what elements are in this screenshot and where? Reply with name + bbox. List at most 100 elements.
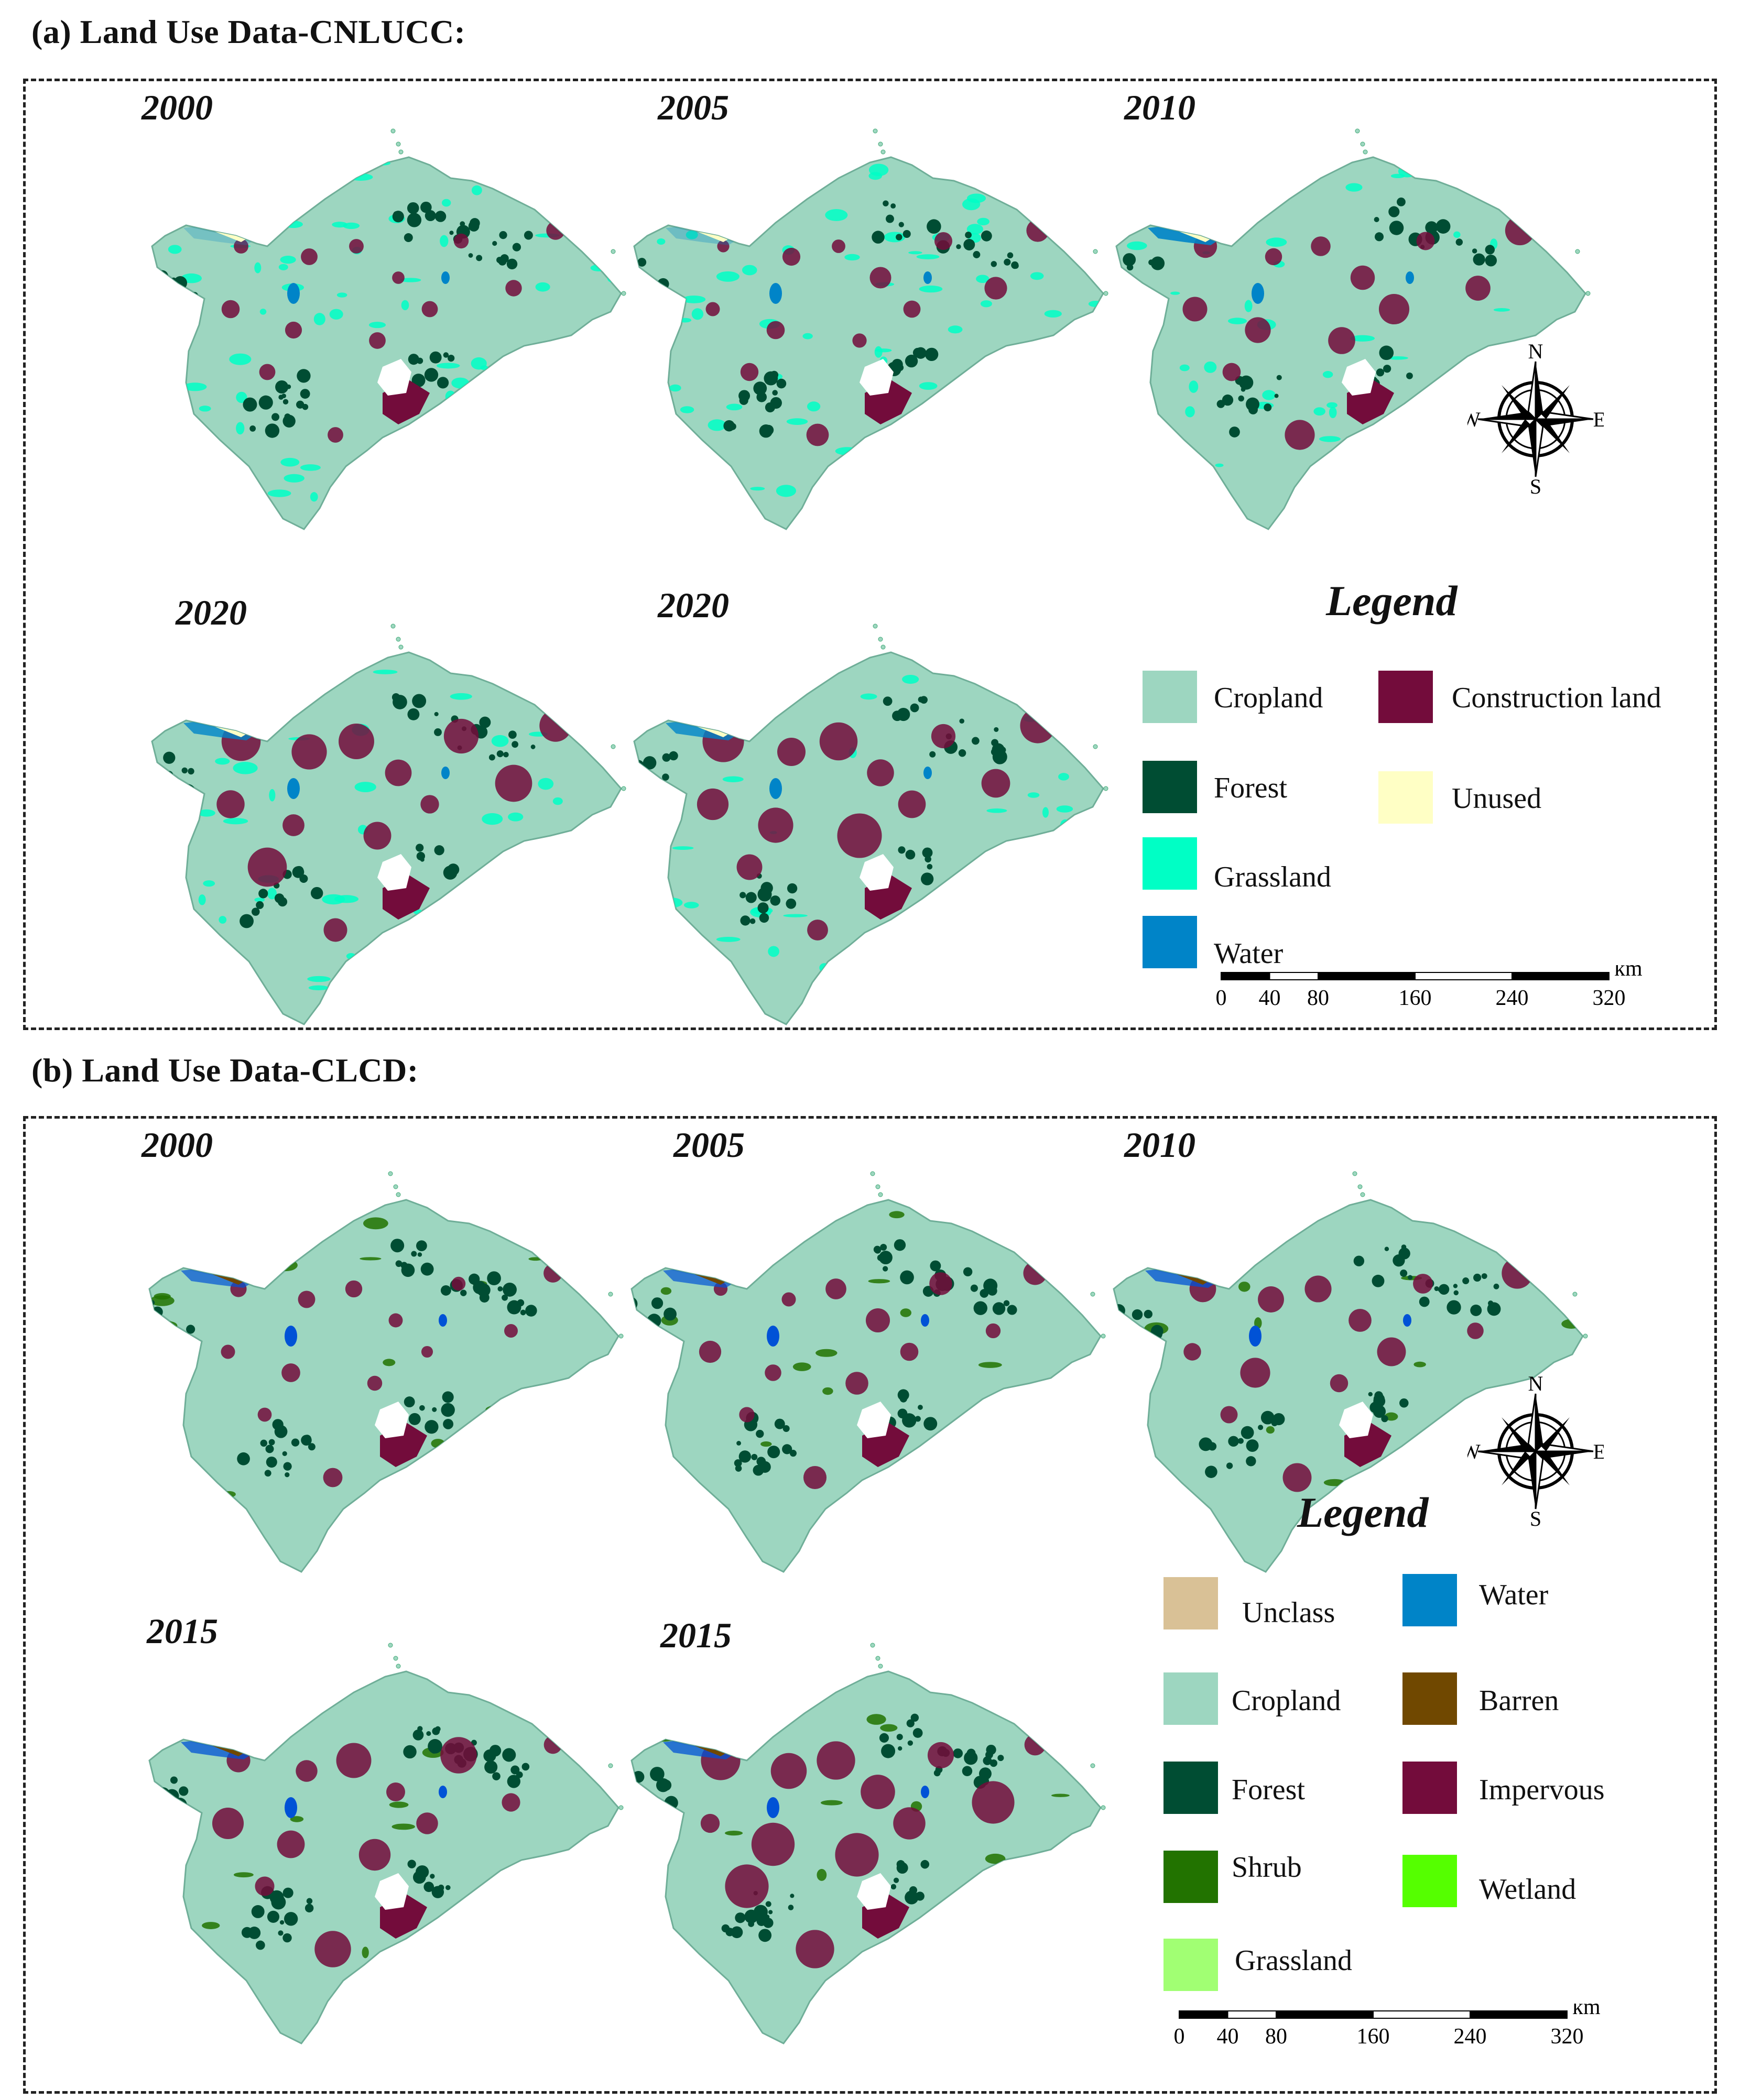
forest-patch [897,364,904,371]
forest-patch [419,1405,425,1411]
lake [769,283,782,304]
forest-patch [753,381,767,396]
grassland-patch [968,968,991,975]
lake [439,1786,447,1798]
construction-patch [1024,1734,1046,1756]
forest-patch [420,1262,434,1276]
forest-patch [1419,1296,1430,1307]
grassland-patch [1050,1733,1074,1737]
grassland-patch [992,850,1013,859]
grassland-patch [1350,335,1375,342]
grassland-patch [327,171,349,178]
grassland-patch [1329,407,1337,419]
forest-patch [274,893,285,903]
jiaozhou-bay [860,854,894,891]
construction-patch [259,364,276,380]
grassland-patch [1371,460,1379,472]
forest-patch [479,1293,490,1303]
construction-patch [1182,297,1208,322]
construction-patch [1282,1463,1312,1492]
grassland-patch [1234,163,1253,168]
forest-patch [638,1332,643,1337]
land-cover-layer [152,670,617,991]
construction-patch [832,239,845,253]
forest-patch [973,251,981,258]
landmass [633,156,1104,530]
forest-patch [424,368,439,382]
forest-patch [907,1740,913,1746]
forest-patch [248,1927,261,1939]
grassland-patch [152,813,168,818]
grassland-patch [844,254,860,261]
coastal-other [694,1274,731,1285]
forest-patch [168,1331,176,1339]
forest-patch [502,1748,516,1762]
grassland-patch [346,1211,354,1220]
forest-patch [282,1887,293,1898]
forest-patch [883,1266,888,1272]
construction-patch [255,1876,275,1896]
grassland-patch [1345,183,1363,192]
grassland-patch [742,265,757,276]
construction-patch [736,854,763,880]
grassland-patch [270,195,294,204]
forest-patch [906,1719,915,1727]
forest-patch [991,261,997,267]
lake [1252,283,1264,304]
lake [287,778,300,799]
scale-tick-label: 320 [1551,2025,1584,2049]
construction-patch [845,1372,868,1395]
jiaozhou-bay [857,1402,891,1438]
grassland-patch [313,179,328,186]
grassland-patch [919,382,938,390]
forest-patch [729,423,736,430]
grassland-patch [229,353,252,365]
forest-patch [751,1453,758,1460]
grassland-patch [716,936,741,942]
scale-segment [1511,972,1610,980]
grassland-patch [854,1485,877,1489]
grassland-patch [363,1217,388,1230]
forest-patch [918,1405,923,1410]
grassland-patch [168,166,177,172]
scale-segment [1276,2010,1374,2019]
construction-patch [777,737,806,767]
lake [1403,1314,1411,1327]
forest-patch [738,1450,752,1463]
forest-patch [757,902,769,914]
lake [441,271,450,284]
forest-patch [1401,1246,1407,1253]
construction-patch [281,1363,300,1382]
forest-patch [927,219,941,234]
forest-patch [178,292,183,298]
forest-patch [407,202,419,214]
grassland-patch [925,992,949,999]
forest-patch [910,703,919,713]
forest-patch [765,1914,770,1920]
scale-tick-label: 240 [1454,2025,1487,2049]
forest-patch [953,1748,963,1758]
compass-s: S [1530,475,1541,498]
island [1090,1763,1095,1768]
forest-patch [1455,238,1463,246]
grassland-patch [650,196,659,202]
forest-patch [1388,206,1400,217]
island [878,637,883,642]
map-b4-year: 2015 [147,1611,218,1651]
forest-patch [165,290,176,300]
forest-patch [297,369,311,383]
grassland-patch [802,333,813,340]
grassland-patch [543,676,566,683]
construction-patch [852,333,867,348]
grassland-patch [480,1468,496,1479]
grassland-patch [1215,463,1224,467]
forest-patch [776,378,787,389]
forest-patch [268,1439,275,1446]
construction-patch [701,1741,741,1780]
forest-patch [1399,1398,1409,1408]
grassland-patch [575,1905,583,1916]
forest-patch [1241,387,1246,392]
grassland-patch [900,1308,912,1317]
forest-patch [512,243,521,251]
grassland-patch [269,692,281,704]
